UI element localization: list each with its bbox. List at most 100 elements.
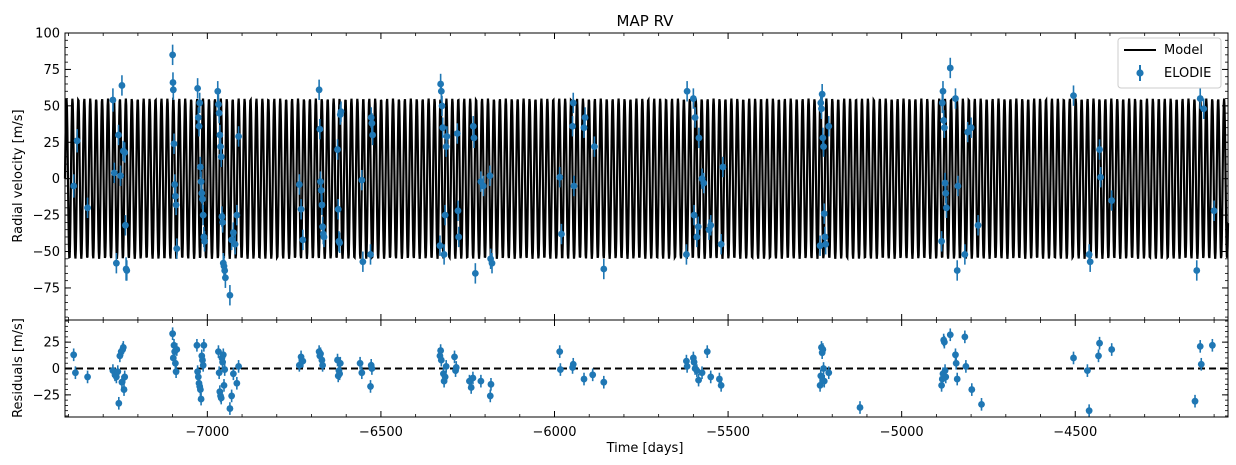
rv-data-point-marker xyxy=(488,259,496,267)
rv-data-point-marker xyxy=(939,87,947,95)
rv-data-point xyxy=(226,285,234,306)
rv-data-point-marker xyxy=(219,218,227,226)
rv-data-point xyxy=(316,118,324,140)
rv-data-point xyxy=(961,244,969,265)
rv-data-point-marker xyxy=(122,221,129,229)
residuals-ytick-label: 0 xyxy=(52,362,60,377)
rv-data-point xyxy=(201,231,208,252)
legend-model-label: Model xyxy=(1164,43,1203,58)
residual-data-point xyxy=(819,343,827,356)
residual-data-point-marker xyxy=(119,344,127,351)
residual-data-point xyxy=(580,372,588,386)
rv-data-point xyxy=(441,204,449,226)
rv-ytick-label: −50 xyxy=(33,245,60,260)
residual-data-point xyxy=(215,345,222,358)
rv-data-point-marker xyxy=(440,251,448,258)
rv-data-point xyxy=(691,107,699,128)
rv-data-point xyxy=(946,57,954,79)
rv-data-point xyxy=(173,238,181,259)
residual-data-point-marker xyxy=(114,368,122,376)
rv-data-point-marker xyxy=(694,223,702,231)
residual-data-point-marker xyxy=(952,359,960,367)
residual-data-point-marker xyxy=(717,381,725,389)
residual-data-point xyxy=(703,345,711,358)
rv-data-point xyxy=(939,81,947,102)
residual-data-point xyxy=(336,356,344,370)
residual-data-point xyxy=(962,360,970,373)
residual-data-point-marker xyxy=(1096,339,1103,347)
rv-data-point-marker xyxy=(961,251,969,258)
rv-data-point-marker xyxy=(336,239,344,247)
residual-data-point-marker xyxy=(953,375,961,383)
residual-data-point xyxy=(319,359,326,372)
residual-data-point xyxy=(695,373,702,387)
rv-data-point xyxy=(943,197,950,219)
rv-data-point-marker xyxy=(358,176,366,184)
residual-data-point xyxy=(946,328,954,342)
rv-data-point-marker xyxy=(1200,105,1208,113)
rv-data-point xyxy=(439,117,447,138)
rv-data-point xyxy=(337,101,345,122)
residual-data-point-marker xyxy=(467,384,475,391)
residual-data-point xyxy=(825,366,833,380)
residual-data-point-marker xyxy=(820,365,827,372)
residual-data-point xyxy=(698,366,706,380)
residual-data-point-marker xyxy=(199,361,207,369)
residual-data-point xyxy=(169,327,177,341)
residual-data-point-marker xyxy=(356,359,364,367)
residual-data-point xyxy=(1108,343,1116,356)
residual-data-point xyxy=(235,360,242,373)
residual-data-point-marker xyxy=(707,373,715,381)
residual-data-point-marker xyxy=(1095,352,1102,360)
rv-data-point-marker xyxy=(1108,197,1116,204)
rv-data-point xyxy=(336,232,344,253)
residual-data-point-marker xyxy=(856,404,864,411)
rv-data-point xyxy=(600,258,608,280)
residual-data-point-marker xyxy=(442,362,450,370)
rv-data-point-marker xyxy=(221,274,229,282)
rv-data-point-marker xyxy=(172,201,180,209)
rv-data-point xyxy=(486,165,494,186)
residual-data-point-marker xyxy=(817,372,825,380)
residual-data-point xyxy=(228,389,236,403)
rv-data-point xyxy=(170,133,178,154)
rv-data-point xyxy=(1086,251,1094,272)
residual-data-point-marker xyxy=(1197,360,1205,368)
rv-data-point-marker xyxy=(316,125,324,133)
rv-data-point-marker xyxy=(199,211,207,219)
rv-data-point-marker xyxy=(231,240,239,248)
rv-data-point-marker xyxy=(1097,173,1104,181)
rv-data-point xyxy=(570,175,578,197)
residual-data-point xyxy=(1095,349,1102,363)
rv-data-point xyxy=(231,234,239,255)
residual-data-point xyxy=(961,330,969,344)
x-ticks: −7000 −6500 −6000 −5500 −5000 −4500 xyxy=(68,33,1215,440)
residual-data-point xyxy=(229,367,237,381)
rv-data-point-marker xyxy=(822,240,830,248)
residual-data-point-marker xyxy=(477,377,485,385)
residual-data-point-marker xyxy=(683,362,691,370)
rv-data-point-marker xyxy=(938,99,946,107)
residual-data-point xyxy=(119,341,127,354)
rv-data-point-marker xyxy=(443,133,451,140)
rv-data-point xyxy=(453,123,461,144)
rv-data-point-marker xyxy=(233,211,241,219)
rv-data-point-marker xyxy=(695,134,703,142)
residual-data-point-marker xyxy=(172,368,180,376)
rv-data-point-marker xyxy=(201,237,208,245)
rv-data-point-marker xyxy=(690,211,698,219)
rv-data-point xyxy=(117,165,124,186)
residual-data-point xyxy=(442,360,450,373)
residual-data-point xyxy=(1096,336,1103,350)
rv-data-point-marker xyxy=(217,153,225,161)
residual-data-point xyxy=(115,396,123,410)
rv-data-point-marker xyxy=(1196,95,1204,102)
residual-data-point xyxy=(978,398,985,411)
residual-data-point-marker xyxy=(1070,354,1077,362)
rv-data-point-marker xyxy=(719,163,727,171)
residual-data-point-marker xyxy=(72,369,79,377)
rv-data-point xyxy=(121,142,129,163)
residual-data-point xyxy=(717,379,725,392)
residual-data-point xyxy=(226,402,234,415)
rv-data-point-marker xyxy=(455,233,463,241)
